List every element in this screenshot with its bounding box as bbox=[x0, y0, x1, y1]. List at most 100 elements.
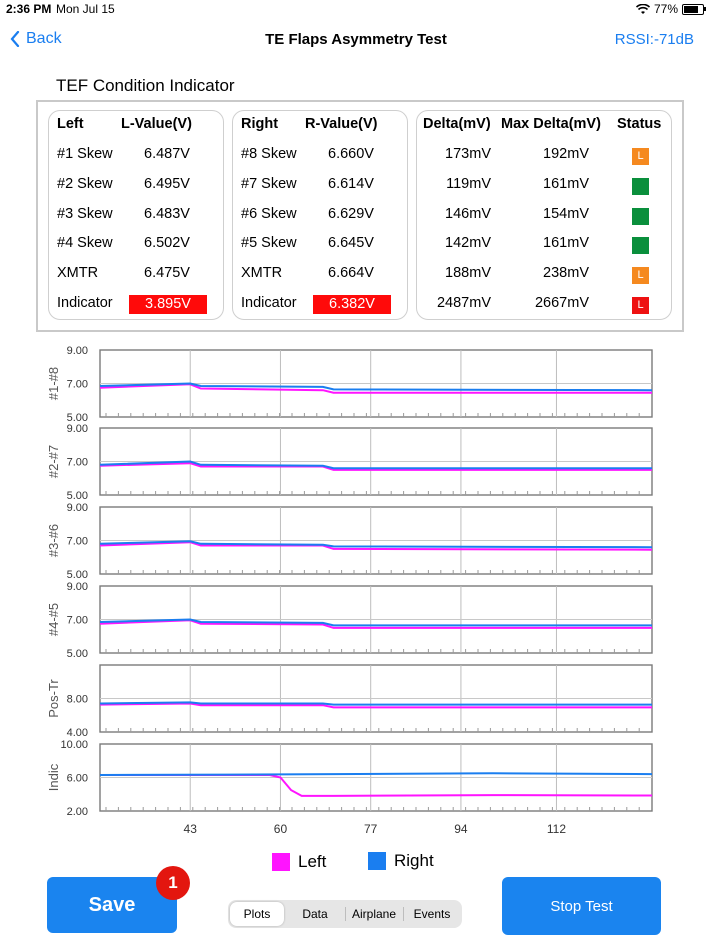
right-sensor-name: #8 Skew bbox=[241, 146, 297, 162]
right-value: 6.664V bbox=[328, 265, 374, 281]
left-value: 6.495V bbox=[144, 176, 190, 192]
delta-row: 173mV 192mV L bbox=[417, 146, 671, 170]
legend-right: Right bbox=[368, 851, 434, 871]
panel-label: Indic bbox=[46, 763, 61, 791]
right-sensor-name: #7 Skew bbox=[241, 176, 297, 192]
max-delta-value: 192mV bbox=[543, 146, 589, 162]
back-button[interactable]: Back bbox=[10, 30, 62, 48]
max-delta-value: 238mV bbox=[543, 265, 589, 281]
delta-value: 119mV bbox=[446, 176, 491, 192]
battery-icon bbox=[682, 3, 706, 15]
chart-panel: 2.00 6.00 10.00 Indic bbox=[46, 739, 653, 818]
chevron-left-icon bbox=[10, 31, 20, 47]
left-sensor-name: Indicator bbox=[57, 295, 113, 311]
max-delta-value: 154mV bbox=[543, 206, 589, 222]
back-label: Back bbox=[26, 30, 62, 47]
legend: Left Right bbox=[0, 848, 712, 876]
x-tick-label: 43 bbox=[184, 822, 198, 836]
segment-events[interactable]: Events bbox=[413, 907, 451, 921]
y-tick-label: 5.00 bbox=[67, 648, 88, 660]
notification-badge: 1 bbox=[156, 866, 190, 900]
segment-plots[interactable]: Plots bbox=[230, 902, 284, 926]
delta-row: 2487mV 2667mV L bbox=[417, 295, 671, 319]
segment-data[interactable]: Data bbox=[302, 907, 328, 921]
left-sensor-name: #3 Skew bbox=[57, 206, 113, 222]
delta-value: 146mV bbox=[445, 206, 491, 222]
max-delta-value: 161mV bbox=[543, 176, 589, 192]
series-right-line bbox=[99, 382, 653, 392]
legend-left-label: Left bbox=[298, 852, 327, 871]
delta-header-delta: Delta(mV) bbox=[423, 116, 491, 132]
delta-value: 2487mV bbox=[436, 295, 491, 311]
x-tick-label: 112 bbox=[547, 822, 566, 836]
x-tick-label: 60 bbox=[274, 822, 288, 836]
segment-divider bbox=[403, 907, 404, 921]
status-indicator: L bbox=[632, 148, 649, 165]
rssi-readout[interactable]: RSSI:-71dB bbox=[614, 31, 694, 48]
status-right: 77% bbox=[635, 2, 706, 16]
legend-right-swatch bbox=[368, 852, 386, 870]
delta-row: 142mV 161mV bbox=[417, 235, 671, 259]
segment-divider bbox=[345, 907, 346, 921]
left-indicator-value: 3.895V bbox=[129, 295, 207, 314]
left-value: 6.502V bbox=[144, 235, 190, 251]
y-tick-label: 9.00 bbox=[67, 502, 88, 514]
y-tick-label: 8.00 bbox=[67, 694, 88, 706]
status-bar: 2:36 PM Mon Jul 15 77% bbox=[0, 0, 712, 20]
status-indicator bbox=[632, 178, 649, 195]
right-value: 6.660V bbox=[328, 146, 374, 162]
battery-percent: 77% bbox=[653, 2, 678, 16]
left-value: 6.475V bbox=[144, 265, 190, 281]
panel-label: Pos-Tr bbox=[46, 679, 61, 718]
delta-value: 142mV bbox=[445, 235, 491, 251]
right-header-value: R-Value(V) bbox=[305, 116, 378, 132]
panel-label: #2-#7 bbox=[46, 445, 61, 478]
y-tick-label: 7.00 bbox=[67, 457, 88, 469]
status-indicator bbox=[632, 237, 649, 254]
segment-airplane[interactable]: Airplane bbox=[351, 907, 397, 921]
panel-label: #1-#8 bbox=[46, 367, 61, 400]
chart-panel: 5.00 7.00 9.00 #2-#7 bbox=[46, 423, 653, 502]
y-tick-label: 9.00 bbox=[67, 423, 88, 435]
status-date: Mon Jul 15 bbox=[56, 2, 115, 16]
series-left-line bbox=[99, 462, 652, 471]
chart-panel: 5.00 7.00 9.00 #1-#8 bbox=[46, 345, 653, 424]
left-header-side: Left bbox=[57, 116, 84, 132]
condition-panel: Left L-Value(V) #1 Skew 6.487V #2 Skew 6.495V… bbox=[36, 100, 684, 332]
right-header-side: Right bbox=[241, 116, 279, 132]
chart-panel: 4.00 8.00 Pos-Tr bbox=[46, 664, 653, 739]
right-value: 6.645V bbox=[328, 235, 374, 251]
left-value: 6.483V bbox=[144, 206, 190, 222]
y-tick-label: 4.00 bbox=[67, 727, 88, 739]
status-indicator: L bbox=[632, 267, 649, 284]
delta-value: 173mV bbox=[445, 146, 491, 162]
right-sensor-name: #6 Skew bbox=[241, 206, 297, 222]
right-indicator-value: 6.382V bbox=[313, 295, 391, 314]
x-tick-label: 77 bbox=[364, 822, 378, 836]
save-button[interactable]: Save bbox=[47, 877, 177, 933]
left-value: 6.487V bbox=[144, 146, 190, 162]
y-tick-label: 9.00 bbox=[67, 345, 88, 357]
series-right-line bbox=[99, 772, 653, 776]
delta-header-status: Status bbox=[617, 116, 662, 132]
chart-panel: 5.00 7.00 9.00 #4-#5 bbox=[46, 581, 653, 660]
chart-panel: 5.00 7.00 9.00 #3-#6 bbox=[46, 502, 653, 581]
panel-label: #3-#6 bbox=[46, 524, 61, 557]
stop-test-button[interactable]: Stop Test bbox=[502, 877, 661, 935]
y-tick-label: 5.00 bbox=[67, 490, 88, 502]
right-values-card: Right R-Value(V) #8 Skew 6.660V #7 Skew 6.614… bbox=[232, 110, 408, 320]
delta-row: 188mV 238mV L bbox=[417, 265, 671, 289]
left-values-card: Left L-Value(V) #1 Skew 6.487V #2 Skew 6.495V… bbox=[48, 110, 224, 320]
right-value: 6.629V bbox=[328, 206, 374, 222]
series-right-line bbox=[99, 540, 653, 549]
delta-header-max: Max Delta(mV) bbox=[501, 116, 601, 132]
delta-row: 146mV 154mV bbox=[417, 206, 671, 230]
right-value: 6.614V bbox=[328, 176, 374, 192]
right-sensor-name: #5 Skew bbox=[241, 235, 297, 251]
series-right-line bbox=[99, 460, 652, 470]
plots-area: 5.00 7.00 9.00 #1-#8 5.00 7.00 9.00 #2-#7 5.00 7.… bbox=[46, 345, 653, 836]
status-indicator: L bbox=[632, 297, 649, 314]
left-sensor-name: #4 Skew bbox=[57, 235, 113, 251]
nav-bar: Back TE Flaps Asymmetry Test RSSI:-71dB bbox=[0, 22, 712, 58]
status-time: 2:36 PM bbox=[6, 2, 52, 16]
